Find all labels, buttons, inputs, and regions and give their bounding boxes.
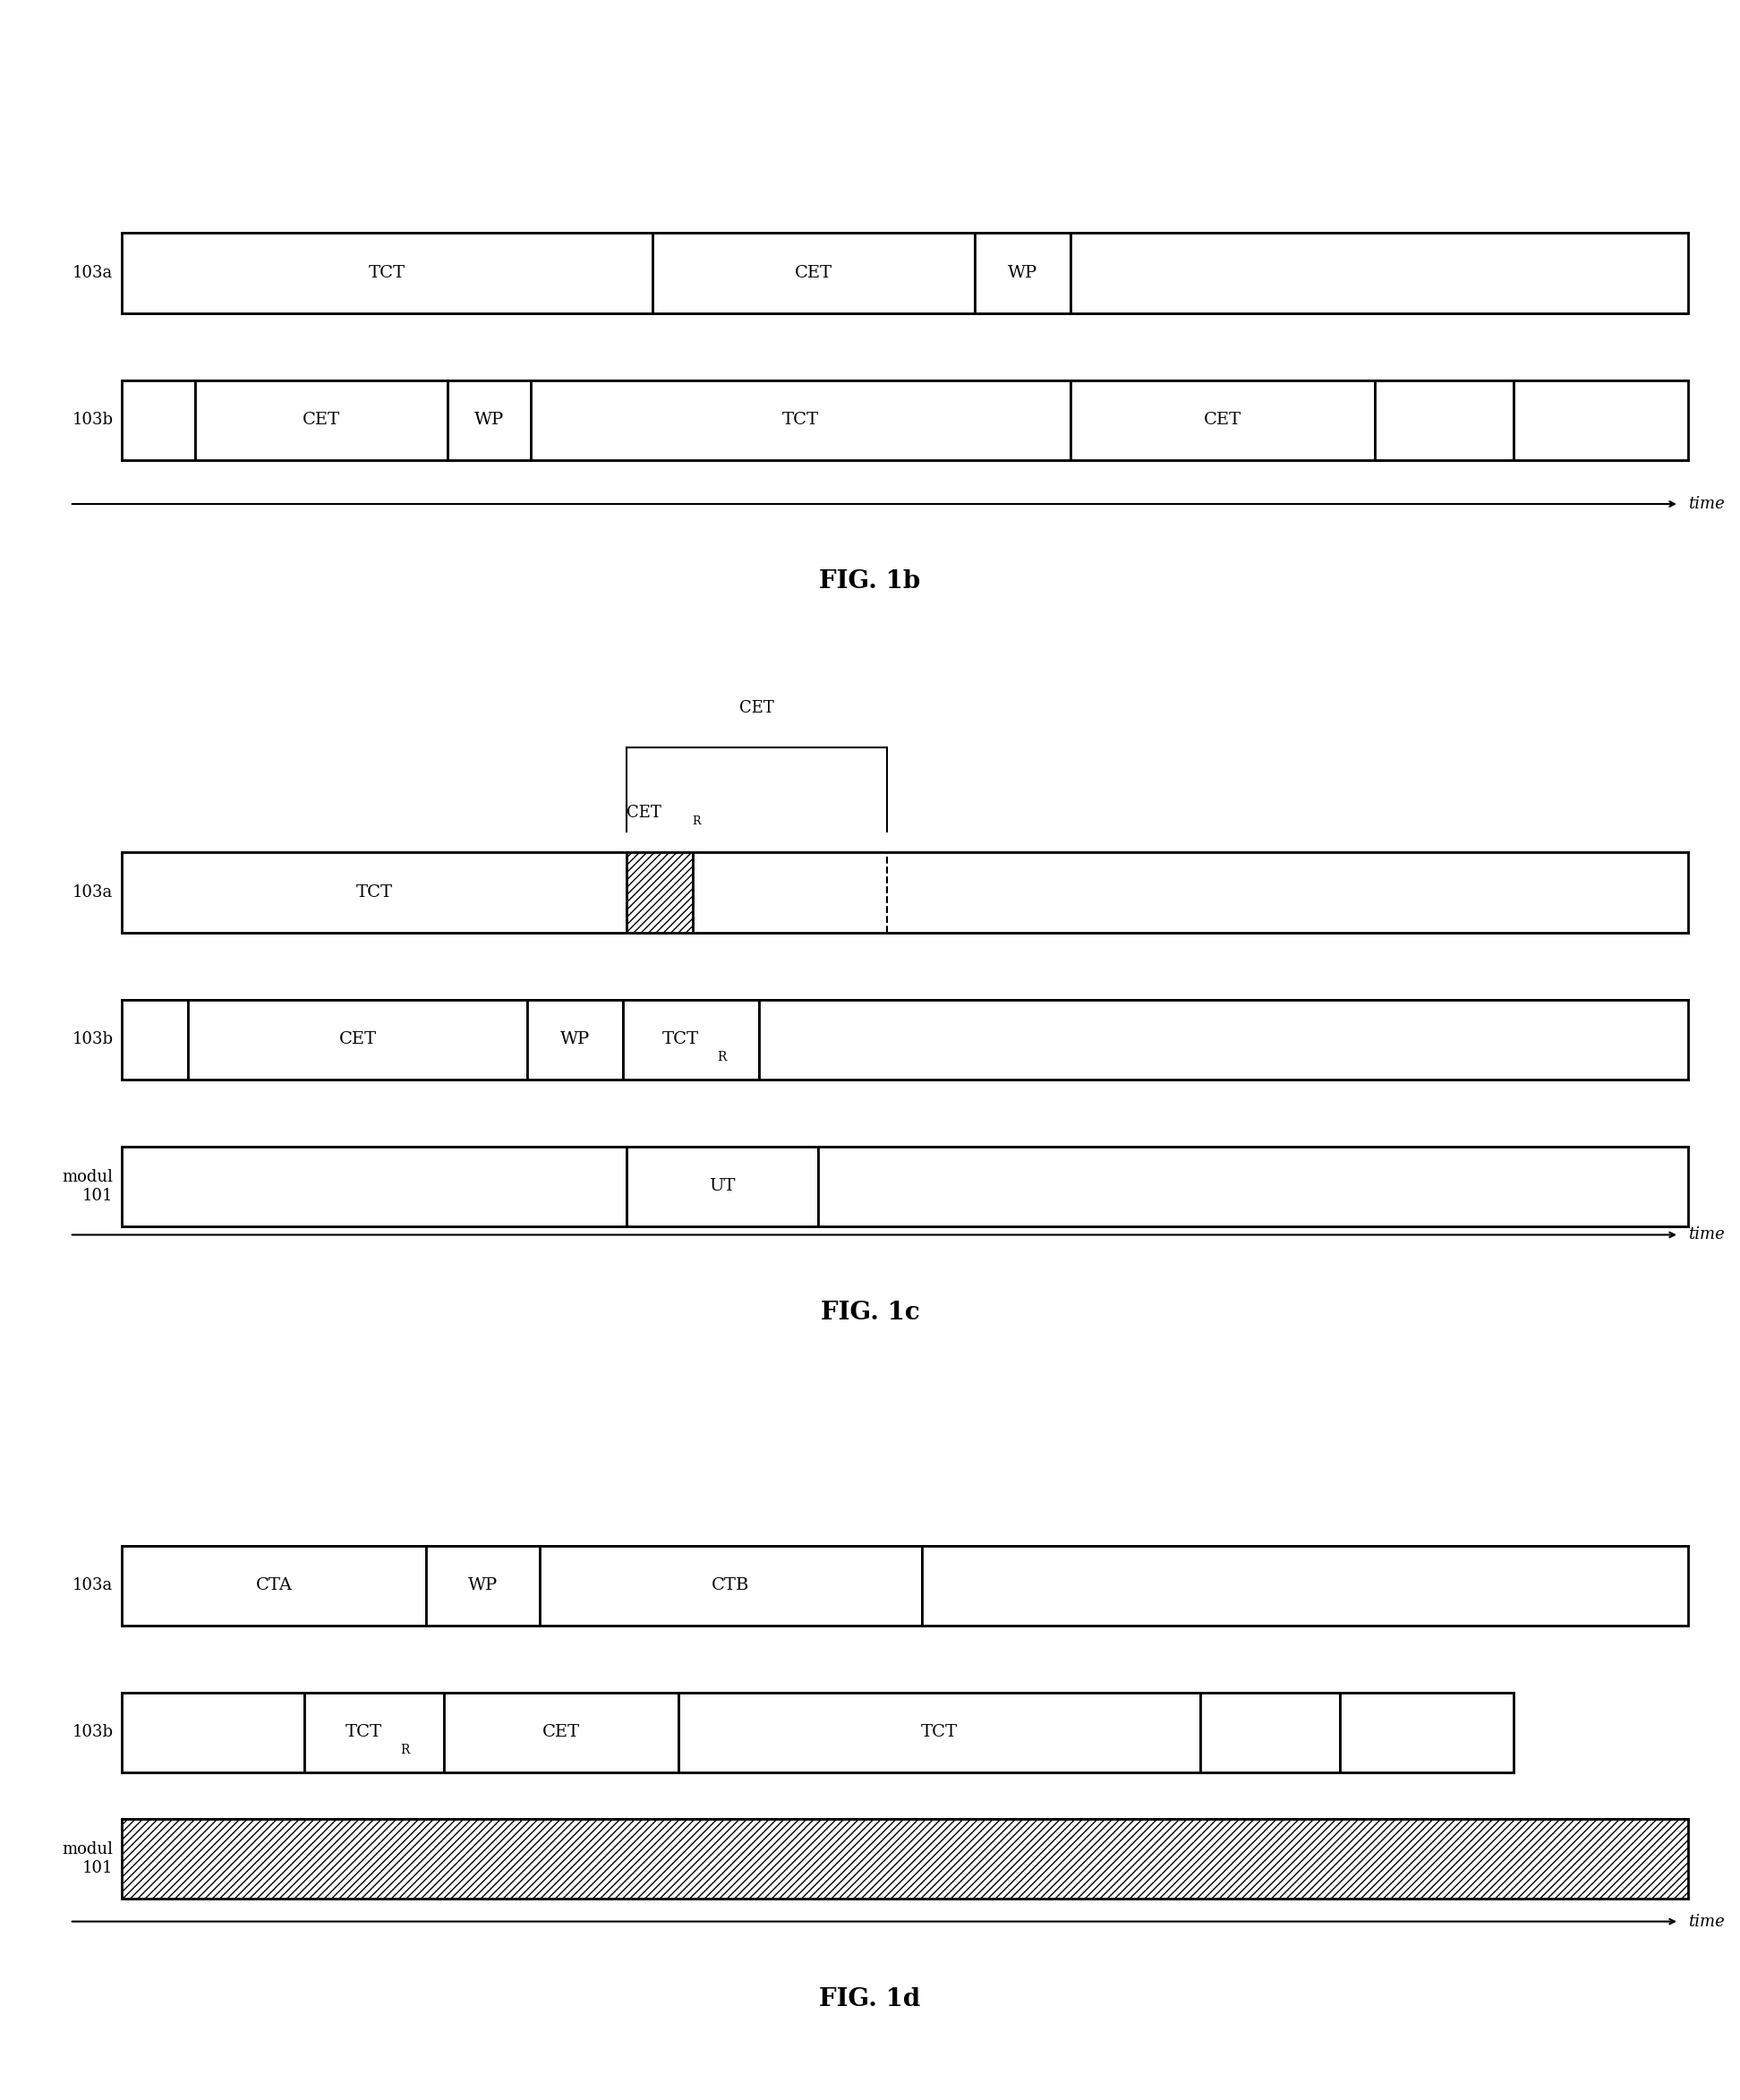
Text: FIG. 1b: FIG. 1b xyxy=(820,569,920,594)
Text: WP: WP xyxy=(468,1577,498,1594)
Text: time: time xyxy=(1688,1226,1724,1243)
Bar xyxy=(122,1693,304,1772)
Text: modul
101: modul 101 xyxy=(63,1170,113,1203)
Text: 103a: 103a xyxy=(73,1577,113,1594)
Bar xyxy=(1514,380,1688,460)
Bar xyxy=(122,1819,1688,1898)
Bar xyxy=(195,380,447,460)
Bar xyxy=(444,1693,679,1772)
Bar xyxy=(122,1546,426,1625)
Text: WP: WP xyxy=(1007,265,1037,281)
Text: TCT: TCT xyxy=(345,1724,383,1741)
Bar xyxy=(426,1546,539,1625)
Text: TCT: TCT xyxy=(661,1031,699,1048)
Bar xyxy=(122,233,652,313)
Text: 103b: 103b xyxy=(71,412,113,428)
Text: WP: WP xyxy=(560,1031,590,1048)
Text: CET: CET xyxy=(1204,412,1241,428)
Bar xyxy=(693,853,1688,932)
Text: TCT: TCT xyxy=(355,884,393,901)
Bar xyxy=(531,380,1070,460)
Text: TCT: TCT xyxy=(920,1724,959,1741)
Text: TCT: TCT xyxy=(369,265,405,281)
Text: CET: CET xyxy=(543,1724,579,1741)
Text: R: R xyxy=(693,815,701,827)
Text: CET: CET xyxy=(626,804,661,821)
Text: 103b: 103b xyxy=(71,1031,113,1048)
Text: modul
101: modul 101 xyxy=(63,1842,113,1875)
Text: R: R xyxy=(717,1050,726,1063)
Bar xyxy=(122,380,195,460)
Text: UT: UT xyxy=(708,1178,736,1195)
Text: CET: CET xyxy=(739,699,774,716)
Bar xyxy=(922,1546,1688,1625)
Bar xyxy=(623,1000,759,1079)
Text: CET: CET xyxy=(303,412,339,428)
Text: R: R xyxy=(400,1743,409,1756)
Bar xyxy=(759,1000,1688,1079)
Text: 103a: 103a xyxy=(73,265,113,281)
Bar xyxy=(527,1000,623,1079)
Text: 103a: 103a xyxy=(73,884,113,901)
Text: time: time xyxy=(1688,1913,1724,1930)
Bar xyxy=(447,380,531,460)
Bar xyxy=(122,1000,188,1079)
Text: time: time xyxy=(1688,496,1724,512)
Bar xyxy=(652,233,974,313)
Bar xyxy=(626,853,693,932)
Bar xyxy=(1070,233,1688,313)
Text: CTA: CTA xyxy=(256,1577,292,1594)
Bar xyxy=(304,1693,444,1772)
Text: CET: CET xyxy=(795,265,832,281)
Text: CET: CET xyxy=(339,1031,376,1048)
Bar xyxy=(974,233,1070,313)
Bar xyxy=(539,1546,922,1625)
Bar xyxy=(122,1147,626,1226)
Bar xyxy=(1340,1693,1514,1772)
Text: FIG. 1d: FIG. 1d xyxy=(820,1987,920,2012)
Bar xyxy=(626,1147,818,1226)
Bar xyxy=(818,1147,1688,1226)
Text: 103b: 103b xyxy=(71,1724,113,1741)
Bar xyxy=(1070,380,1375,460)
Text: CTB: CTB xyxy=(712,1577,750,1594)
Bar xyxy=(188,1000,527,1079)
Text: FIG. 1c: FIG. 1c xyxy=(821,1300,919,1325)
Bar xyxy=(679,1693,1201,1772)
Bar xyxy=(1201,1693,1340,1772)
Bar xyxy=(1375,380,1514,460)
Text: TCT: TCT xyxy=(781,412,820,428)
Text: WP: WP xyxy=(473,412,505,428)
Bar xyxy=(122,853,626,932)
